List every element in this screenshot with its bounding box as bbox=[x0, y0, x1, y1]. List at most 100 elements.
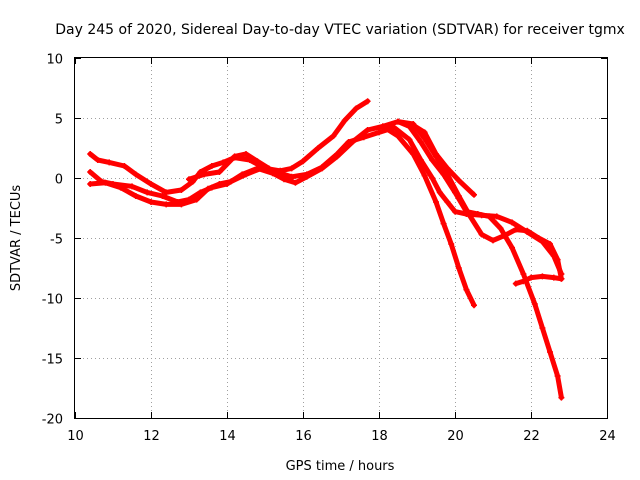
data-point-marker bbox=[493, 213, 500, 220]
data-point-marker bbox=[376, 129, 382, 136]
data-point-marker bbox=[319, 164, 325, 171]
grid bbox=[75, 58, 607, 418]
data-point-marker bbox=[208, 163, 215, 169]
data-point-marker bbox=[417, 157, 424, 163]
series-track-6 bbox=[410, 122, 477, 198]
data-point-marker bbox=[254, 158, 261, 165]
data-point-marker bbox=[512, 280, 519, 287]
data-point-marker bbox=[87, 151, 94, 157]
data-point-marker bbox=[444, 199, 451, 205]
data-point-marker bbox=[345, 139, 352, 145]
data-point-marker bbox=[216, 181, 223, 187]
data-point-marker bbox=[512, 226, 519, 233]
data-point-marker bbox=[300, 158, 306, 165]
data-point-marker bbox=[292, 179, 299, 186]
data-point-marker bbox=[288, 175, 295, 181]
data-point-marker bbox=[535, 235, 542, 241]
data-point-marker bbox=[452, 208, 458, 215]
data-point-marker bbox=[163, 201, 170, 208]
data-point-marker bbox=[315, 145, 322, 151]
data-point-marker bbox=[539, 325, 546, 331]
data-point-marker bbox=[474, 211, 481, 217]
data-point-marker bbox=[448, 241, 455, 247]
data-point-marker bbox=[429, 157, 436, 163]
data-point-marker bbox=[163, 189, 170, 196]
data-point-marker bbox=[433, 199, 439, 205]
x-tick-label: 20 bbox=[447, 429, 464, 444]
data-point-marker bbox=[539, 273, 546, 280]
data-point-marker bbox=[360, 134, 367, 141]
data-point-marker bbox=[148, 199, 154, 205]
data-point-marker bbox=[490, 237, 496, 244]
data-point-marker bbox=[288, 165, 295, 172]
x-tick-label: 24 bbox=[599, 429, 616, 444]
data-point-marker bbox=[421, 172, 428, 179]
data-point-marker bbox=[227, 178, 234, 185]
data-point-marker bbox=[395, 133, 401, 139]
data-point-marker bbox=[429, 175, 436, 181]
data-point-marker bbox=[334, 151, 341, 157]
data-point-marker bbox=[193, 196, 200, 203]
data-point-marker bbox=[341, 117, 348, 124]
data-point-marker bbox=[117, 184, 124, 191]
data-point-marker bbox=[471, 302, 477, 309]
data-point-marker bbox=[471, 191, 477, 198]
x-tick-label: 18 bbox=[371, 429, 388, 444]
data-point-marker bbox=[220, 159, 227, 166]
data-point-marker bbox=[132, 193, 139, 199]
data-point-marker bbox=[186, 176, 192, 183]
data-point-marker bbox=[148, 181, 154, 187]
data-point-marker bbox=[558, 275, 565, 282]
data-point-marker bbox=[144, 189, 151, 196]
data-point-marker bbox=[421, 129, 428, 136]
y-tick-label: -20 bbox=[42, 413, 63, 428]
data-point-marker bbox=[463, 286, 470, 293]
data-point-marker bbox=[129, 183, 135, 190]
x-tick-label: 22 bbox=[523, 429, 540, 444]
data-point-marker bbox=[547, 349, 553, 355]
x-axis-label: GPS time / hours bbox=[286, 459, 395, 474]
data-point-marker bbox=[509, 244, 515, 251]
data-point-marker bbox=[87, 181, 94, 187]
series-track-6-markers bbox=[410, 122, 477, 198]
chart-title: Day 245 of 2020, Sidereal Day-to-day VTE… bbox=[55, 22, 625, 38]
axis-ticks: 10 12 14 16 18 20 22 24 -20 -15 -10 -5 0 5 10 bbox=[42, 53, 616, 445]
data-point-marker bbox=[303, 171, 310, 178]
data-point-marker bbox=[550, 274, 557, 281]
data-point-marker bbox=[391, 124, 398, 131]
y-tick-label: 10 bbox=[46, 53, 63, 68]
data-point-marker bbox=[444, 171, 451, 178]
data-point-marker bbox=[364, 127, 371, 133]
data-point-marker bbox=[353, 105, 360, 112]
data-point-marker bbox=[87, 169, 94, 175]
data-point-marker bbox=[524, 227, 531, 234]
data-point-marker bbox=[554, 373, 561, 379]
data-point-marker bbox=[201, 171, 208, 178]
data-point-marker bbox=[554, 256, 561, 263]
data-point-marker bbox=[410, 122, 417, 129]
y-tick-label: -5 bbox=[50, 233, 63, 248]
data-point-marker bbox=[231, 153, 238, 160]
data-point-marker bbox=[509, 219, 515, 226]
data-point-marker bbox=[243, 171, 249, 178]
series-track-7-markers bbox=[512, 273, 565, 287]
data-point-marker bbox=[433, 151, 439, 157]
data-series bbox=[87, 98, 565, 401]
data-point-marker bbox=[406, 136, 413, 143]
data-point-marker bbox=[444, 165, 451, 172]
data-point-marker bbox=[478, 231, 485, 238]
data-point-marker bbox=[395, 118, 401, 125]
data-point-marker bbox=[159, 193, 166, 199]
data-point-marker bbox=[364, 98, 371, 105]
data-point-marker bbox=[121, 163, 128, 169]
x-tick-label: 14 bbox=[219, 429, 236, 444]
y-tick-label: 5 bbox=[55, 113, 63, 128]
data-point-marker bbox=[216, 169, 223, 175]
data-point-marker bbox=[277, 171, 284, 178]
y-tick-label: -15 bbox=[42, 353, 63, 368]
x-tick-label: 12 bbox=[143, 429, 160, 444]
data-point-marker bbox=[436, 189, 443, 196]
x-tick-label: 10 bbox=[67, 429, 84, 444]
series-track-4 bbox=[380, 119, 564, 401]
data-point-marker bbox=[106, 159, 113, 166]
